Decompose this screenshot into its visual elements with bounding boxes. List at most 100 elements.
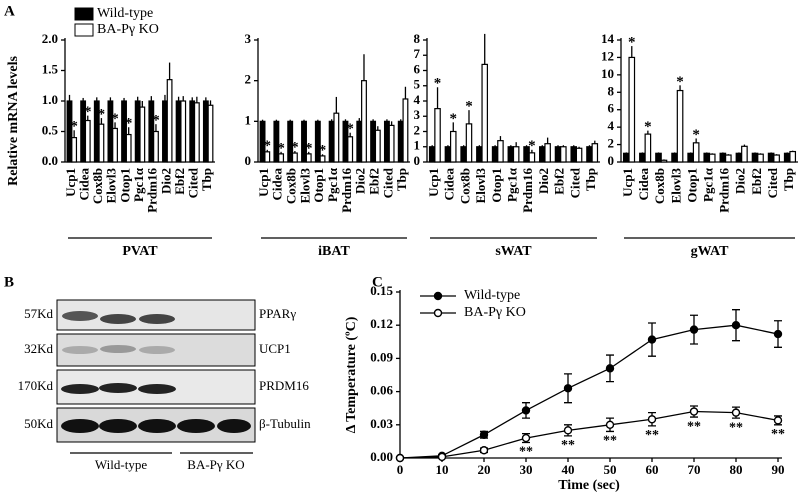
bar: [560, 146, 567, 163]
significance: **: [771, 427, 785, 442]
marker: [479, 430, 489, 439]
band: [61, 384, 99, 394]
marker: [437, 452, 447, 462]
category-label: Pgc1α: [504, 167, 519, 202]
protein-label: PRDM16: [259, 378, 309, 393]
category-label: Otop1: [117, 168, 132, 203]
x-tick-label: 0: [397, 462, 404, 477]
marker: [521, 433, 531, 443]
category-label: Dio2: [733, 168, 748, 194]
bar: [575, 147, 583, 163]
category-label: Prdm16: [145, 168, 160, 213]
bar: [383, 120, 390, 163]
marker: [647, 415, 657, 424]
x-tick-label: 80: [730, 462, 743, 477]
legend-label: BA-Pγ KO: [97, 22, 159, 37]
marker: [605, 420, 615, 429]
significance: *: [528, 138, 536, 154]
panel-letter: A: [4, 3, 15, 19]
legend-marker: [433, 308, 443, 318]
band: [139, 346, 175, 354]
bar: [125, 133, 132, 163]
group-label: Wild-type: [95, 457, 147, 472]
y-tick-label: 1: [414, 138, 421, 153]
x-axis-label: PVAT: [122, 244, 158, 259]
bar: [356, 120, 363, 163]
bar: [193, 102, 200, 163]
bar: [539, 146, 546, 163]
legend-marker: [433, 291, 443, 301]
category-label: Dio2: [536, 168, 551, 194]
category-label: Cidea: [442, 168, 457, 201]
panel-letter: C: [372, 274, 383, 290]
marker: [773, 329, 783, 339]
category-label: Ebf2: [749, 168, 764, 195]
significance: *: [676, 74, 684, 90]
bar: [497, 140, 504, 163]
bar: [676, 89, 684, 163]
category-label: Otop1: [684, 168, 699, 203]
significance: *: [70, 119, 78, 135]
bar: [476, 146, 483, 163]
category-label: Tbp: [394, 168, 409, 191]
y-tick-label: 0.5: [42, 122, 59, 137]
category-label: Elovl3: [297, 168, 312, 204]
bar: [660, 159, 668, 163]
significance: *: [264, 138, 272, 154]
bar: [655, 152, 662, 163]
significance: *: [465, 99, 473, 115]
bar: [554, 146, 562, 163]
significance: *: [98, 107, 106, 123]
significance: *: [644, 119, 652, 135]
category-label: Tbp: [199, 168, 214, 191]
bar: [112, 127, 118, 163]
category-label: Ucp1: [63, 168, 78, 197]
y-tick-label: 4: [608, 118, 615, 133]
series-line: [399, 324, 779, 459]
y-tick-label: 0: [608, 153, 615, 168]
y-axis-label: Relative mRNA levels: [6, 56, 21, 186]
significance: *: [84, 104, 92, 120]
category-label: Ucp1: [620, 168, 635, 197]
category-label: Cox8b: [652, 168, 667, 204]
bar: [134, 100, 141, 163]
bar: [397, 120, 404, 163]
bar: [153, 130, 159, 163]
y-tick-label: 8: [414, 31, 421, 46]
x-tick-label: 30: [520, 462, 533, 477]
size-label: 57Kd: [24, 306, 53, 321]
category-label: Ebf2: [552, 168, 567, 195]
y-tick-label: 0.12: [370, 316, 393, 331]
y-tick-label: 2.0: [42, 31, 58, 46]
category-label: Elovl3: [473, 168, 488, 204]
blot-image: [56, 299, 256, 454]
significance: **: [603, 434, 617, 449]
bar: [751, 152, 759, 163]
category-label: Ebf2: [172, 168, 187, 195]
bar: [444, 146, 452, 163]
y-tick-label: 2: [608, 136, 615, 151]
category-label: Prdm16: [717, 168, 732, 213]
band: [217, 419, 251, 433]
significance: **: [645, 428, 659, 443]
bar: [333, 112, 340, 163]
category-label: Elovl3: [668, 168, 683, 204]
significance: *: [346, 121, 354, 137]
bar: [644, 133, 652, 163]
series-line: [399, 410, 779, 459]
band: [100, 345, 136, 353]
marker: [479, 446, 489, 455]
significance: *: [111, 111, 119, 127]
x-tick-label: 20: [478, 462, 491, 477]
x-axis-label: iBAT: [318, 244, 350, 259]
x-tick-label: 60: [646, 462, 659, 477]
y-tick-label: 5: [414, 77, 421, 92]
band: [100, 314, 136, 324]
bar: [724, 154, 732, 163]
x-tick-label: 50: [604, 462, 617, 477]
bar: [570, 146, 578, 163]
category-label: Cox8b: [90, 168, 105, 204]
legend-label: Wild-type: [97, 6, 153, 21]
x-axis-label: Time (sec): [558, 478, 620, 493]
y-tick-label: 14: [601, 31, 615, 46]
